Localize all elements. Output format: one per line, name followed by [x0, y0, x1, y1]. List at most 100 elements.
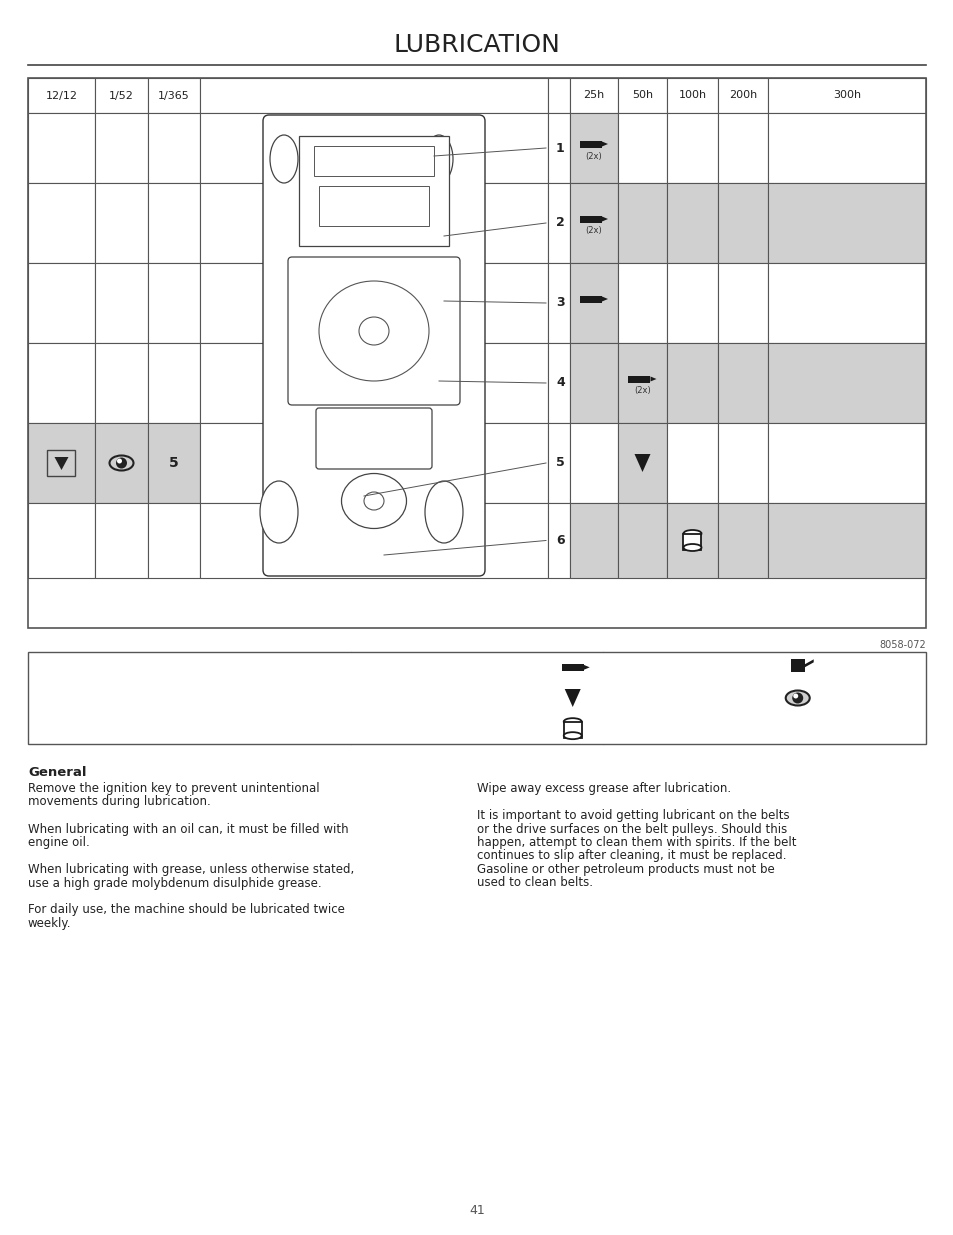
- Bar: [767, 503, 925, 578]
- Bar: [790, 659, 804, 672]
- Bar: [547, 424, 569, 503]
- Bar: [28, 263, 95, 343]
- Ellipse shape: [110, 456, 133, 471]
- Bar: [563, 721, 581, 737]
- Text: For daily use, the machine should be lubricated twice: For daily use, the machine should be lub…: [28, 904, 345, 916]
- Bar: [95, 424, 148, 503]
- Bar: [95, 343, 148, 424]
- Ellipse shape: [682, 530, 700, 537]
- Bar: [148, 112, 200, 183]
- FancyBboxPatch shape: [315, 408, 432, 469]
- FancyBboxPatch shape: [263, 115, 484, 576]
- Bar: [95, 78, 148, 112]
- Bar: [200, 424, 547, 503]
- Bar: [148, 263, 200, 343]
- Bar: [547, 503, 569, 578]
- Bar: [767, 183, 925, 263]
- Ellipse shape: [117, 458, 122, 463]
- Ellipse shape: [116, 457, 127, 468]
- Ellipse shape: [260, 480, 297, 543]
- Bar: [618, 343, 666, 424]
- Text: Lubricate with oil can: Lubricate with oil can: [614, 661, 740, 674]
- Ellipse shape: [785, 690, 809, 705]
- Bar: [28, 183, 95, 263]
- Text: 3: 3: [556, 296, 564, 310]
- Ellipse shape: [791, 693, 802, 704]
- Text: (2x): (2x): [585, 226, 601, 236]
- Bar: [200, 343, 547, 424]
- Text: 8058-072: 8058-072: [879, 640, 925, 650]
- Ellipse shape: [341, 473, 406, 529]
- Bar: [200, 78, 547, 112]
- Bar: [666, 183, 718, 263]
- Bar: [579, 215, 601, 222]
- Bar: [28, 112, 95, 183]
- Polygon shape: [601, 296, 607, 301]
- Text: 12/12 Every year: 12/12 Every year: [40, 661, 141, 674]
- Ellipse shape: [364, 492, 384, 510]
- Polygon shape: [634, 454, 650, 472]
- Text: Filter change: Filter change: [476, 722, 552, 735]
- Text: 4: 4: [556, 377, 564, 389]
- Bar: [569, 183, 618, 263]
- Bar: [767, 78, 925, 112]
- Text: When lubricating with an oil can, it must be filled with: When lubricating with an oil can, it mus…: [28, 823, 348, 836]
- Bar: [718, 503, 767, 578]
- Bar: [569, 503, 618, 578]
- Bar: [148, 343, 200, 424]
- Text: General: General: [28, 766, 87, 779]
- Text: 41: 41: [469, 1203, 484, 1216]
- Bar: [579, 141, 601, 147]
- Bar: [200, 503, 547, 578]
- Polygon shape: [564, 689, 580, 706]
- Bar: [666, 503, 718, 578]
- Bar: [547, 343, 569, 424]
- Polygon shape: [583, 664, 589, 669]
- Bar: [148, 503, 200, 578]
- Bar: [561, 664, 583, 671]
- Ellipse shape: [682, 543, 700, 551]
- Bar: [718, 112, 767, 183]
- Text: 2: 2: [556, 216, 564, 230]
- Text: Remove the ignition key to prevent unintentional: Remove the ignition key to prevent unint…: [28, 782, 319, 795]
- Bar: [618, 78, 666, 112]
- Text: 50h: 50h: [631, 90, 653, 100]
- Bar: [718, 183, 767, 263]
- Text: 25h: 25h: [583, 90, 604, 100]
- Text: 1/365: 1/365: [158, 90, 190, 100]
- Text: 6: 6: [556, 534, 564, 547]
- Bar: [547, 78, 569, 112]
- Bar: [95, 183, 148, 263]
- Polygon shape: [54, 457, 69, 471]
- Bar: [618, 503, 666, 578]
- Bar: [95, 263, 148, 343]
- Bar: [200, 183, 547, 263]
- Bar: [628, 375, 650, 383]
- Text: use a high grade molybdenum disulphide grease.: use a high grade molybdenum disulphide g…: [28, 877, 321, 889]
- Polygon shape: [804, 659, 813, 667]
- Bar: [318, 186, 429, 226]
- Bar: [148, 78, 200, 112]
- Text: 200h: 200h: [728, 90, 757, 100]
- Bar: [547, 263, 569, 343]
- Text: engine oil.: engine oil.: [28, 836, 90, 848]
- Bar: [95, 503, 148, 578]
- Bar: [618, 112, 666, 183]
- Bar: [718, 263, 767, 343]
- Bar: [569, 424, 618, 503]
- Text: 1/52: 1/52: [109, 90, 133, 100]
- Text: Oil change: Oil change: [489, 692, 552, 704]
- Bar: [569, 112, 618, 183]
- Ellipse shape: [563, 732, 581, 740]
- Bar: [28, 343, 95, 424]
- Bar: [666, 424, 718, 503]
- Text: or the drive surfaces on the belt pulleys. Should this: or the drive surfaces on the belt pulley…: [476, 823, 786, 836]
- Polygon shape: [601, 142, 607, 147]
- Text: weekly.: weekly.: [28, 918, 71, 930]
- Bar: [200, 263, 547, 343]
- Bar: [48, 450, 75, 475]
- Bar: [767, 263, 925, 343]
- Text: It is important to avoid getting lubricant on the belts: It is important to avoid getting lubrica…: [476, 809, 789, 823]
- Bar: [767, 424, 925, 503]
- Bar: [200, 112, 547, 183]
